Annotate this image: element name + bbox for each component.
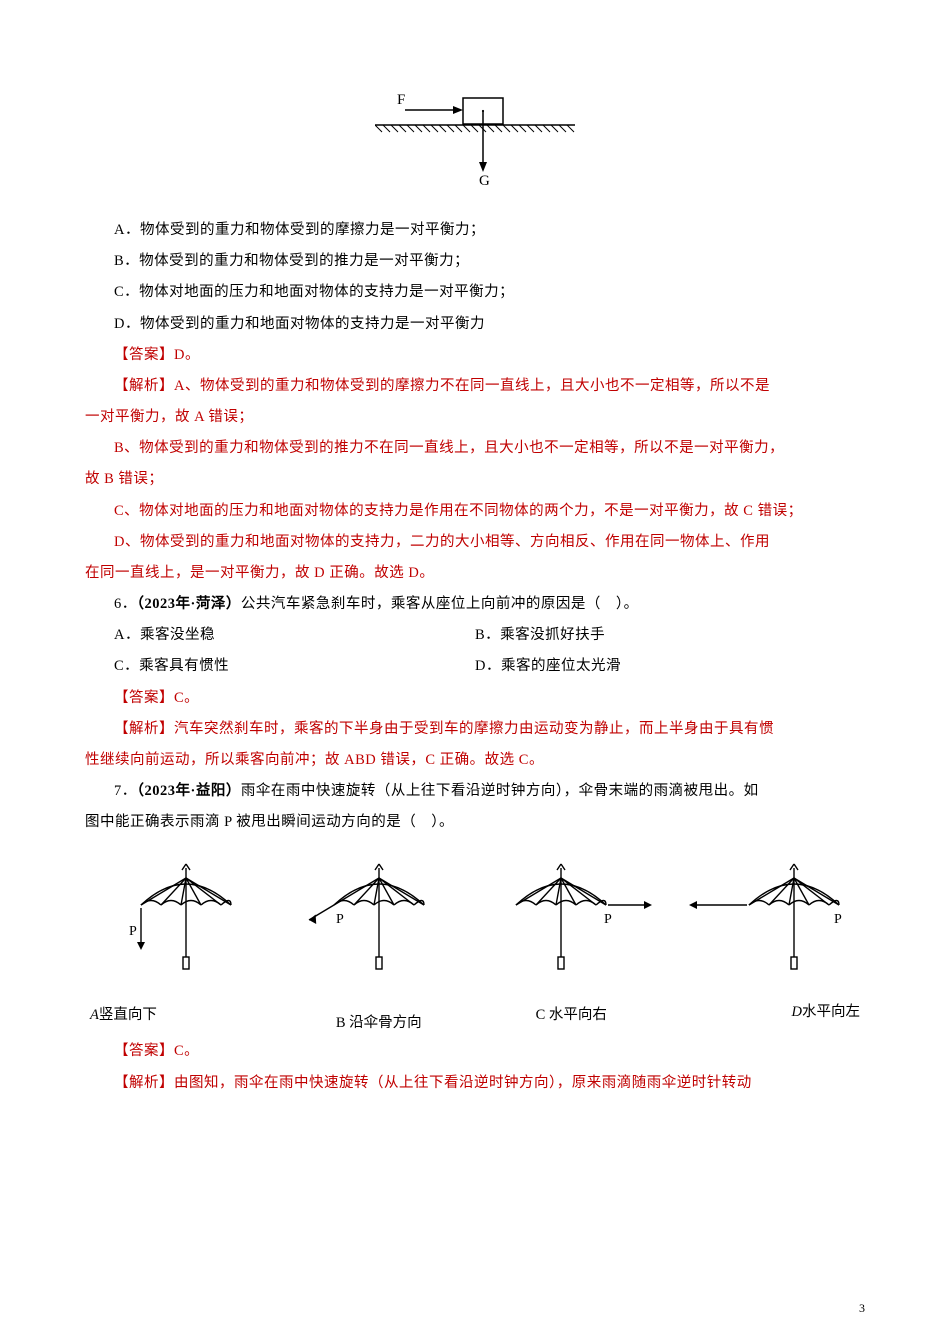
q7-stem-line2: 图中能正确表示雨滴 P 被甩出瞬间运动方向的是（ ）。 xyxy=(85,807,865,838)
q5-option-a: A．物体受到的重力和物体受到的摩擦力是一对平衡力； xyxy=(85,215,865,246)
ground-hatch xyxy=(375,125,574,132)
q5-exp-d: D、物体受到的重力和地面对物体的支持力，二力的大小相等、方向相反、作用在同一物体… xyxy=(85,527,865,558)
q5-exp-b-cont: 故 B 错误； xyxy=(85,464,865,495)
q6-stem: 公共汽车紧急刹车时，乘客从座位上向前冲的原因是（ ）。 xyxy=(241,596,639,612)
p-label-c: P xyxy=(604,912,612,927)
q7-stem1: 雨伞在雨中快速旋转（从上往下看沿逆时钟方向），伞骨末端的雨滴被甩出。如 xyxy=(241,783,759,799)
umbrella-c: P xyxy=(475,860,668,995)
q6-num: 6． xyxy=(114,596,137,612)
q7-answer: 【答案】C。 xyxy=(85,1036,865,1067)
force-diagram: F G xyxy=(85,90,865,185)
label-f: F xyxy=(397,92,405,108)
q7-exp: 【解析】由图知，雨伞在雨中快速旋转（从上往下看沿逆时钟方向），原来雨滴随雨伞逆时… xyxy=(85,1068,865,1099)
q6-opts-row2: C．乘客具有惯性 D．乘客的座位太光滑 xyxy=(85,651,865,682)
q5-answer: 【答案】D。 xyxy=(85,340,865,371)
label-g: G xyxy=(479,173,490,185)
q6-answer: 【答案】C。 xyxy=(85,683,865,714)
q5-option-c: C．物体对地面的压力和地面对物体的支持力是一对平衡力； xyxy=(85,277,865,308)
umb-captions: A竖直向下 B 沿伞骨方向 C 水平向右 D水平向左 xyxy=(85,1003,865,1024)
q6-opts-row1: A．乘客没坐稳 B．乘客没抓好扶手 xyxy=(85,620,865,651)
force-f-arrow xyxy=(453,106,463,114)
caption-d: D水平向左 xyxy=(668,1000,861,1021)
q7-stem-line1: 7．（2023年·益阳）雨伞在雨中快速旋转（从上往下看沿逆时钟方向），伞骨末端的… xyxy=(85,776,865,807)
umbrella-c-svg: P xyxy=(486,860,656,990)
umbrella-row: P P xyxy=(85,860,865,995)
q6-exp-cont: 性继续向前运动，所以乘客向前冲；故 ABD 错误，C 正确。故选 C。 xyxy=(85,745,865,776)
umbrella-b: P xyxy=(283,860,476,995)
q6-stem-line: 6．（2023年·菏泽）公共汽车紧急刹车时，乘客从座位上向前冲的原因是（ ）。 xyxy=(85,589,865,620)
q5-option-b: B．物体受到的重力和物体受到的推力是一对平衡力； xyxy=(85,246,865,277)
exp-lead: 【解析】 xyxy=(114,378,174,394)
p-label-b: P xyxy=(336,912,344,927)
page: F G A．物体受到的重力和物体受到的摩擦力是一对平衡力； B．物体受到的 xyxy=(0,0,950,1344)
caption-b: B 沿伞骨方向 xyxy=(283,1011,476,1032)
force-g-arrow xyxy=(479,162,487,172)
p-label-d: P xyxy=(834,912,842,927)
umbrella-a: P xyxy=(90,860,283,995)
q6-option-a: A．乘客没坐稳 xyxy=(85,620,475,651)
q6-exp: 【解析】汽车突然刹车时，乘客的下半身由于受到车的摩擦力由运动变为静止，而上半身由… xyxy=(85,714,865,745)
caption-a: A竖直向下 xyxy=(90,1003,283,1024)
q6-option-c: C．乘客具有惯性 xyxy=(85,651,475,682)
umbrella-d-svg: P xyxy=(679,860,849,990)
q5-option-d: D．物体受到的重力和地面对物体的支持力是一对平衡力 xyxy=(85,309,865,340)
force-diagram-svg: F G xyxy=(375,90,575,185)
umbrella-a-svg: P xyxy=(111,860,261,990)
page-number: 3 xyxy=(859,1301,865,1316)
q6-option-b: B．乘客没抓好扶手 xyxy=(475,620,865,651)
q7-exp-lead: 【解析】 xyxy=(114,1075,174,1091)
q7-num: 7． xyxy=(114,783,137,799)
q5-exp-a-cont: 一对平衡力，故 A 错误； xyxy=(85,402,865,433)
exp-a-text: A、物体受到的重力和物体受到的摩擦力不在同一直线上，且大小也不一定相等，所以不是 xyxy=(174,378,770,394)
q7-year: （2023年·益阳） xyxy=(137,783,241,799)
q6-year: （2023年·菏泽） xyxy=(137,596,241,612)
q5-exp-c: C、物体对地面的压力和地面对物体的支持力是作用在不同物体的两个力，不是一对平衡力… xyxy=(85,496,865,527)
caption-c: C 水平向右 xyxy=(475,1003,668,1024)
umbrella-b-svg: P xyxy=(304,860,454,990)
umbrella-d: P xyxy=(668,860,861,995)
q6-exp-lead: 【解析】 xyxy=(114,721,174,737)
q5-exp-b: B、物体受到的重力和物体受到的推力不在同一直线上，且大小也不一定相等，所以不是一… xyxy=(85,433,865,464)
q7-exp-text: 由图知，雨伞在雨中快速旋转（从上往下看沿逆时钟方向），原来雨滴随雨伞逆时针转动 xyxy=(174,1075,752,1091)
q5-exp-a: 【解析】A、物体受到的重力和物体受到的摩擦力不在同一直线上，且大小也不一定相等，… xyxy=(85,371,865,402)
q6-exp-text: 汽车突然刹车时，乘客的下半身由于受到车的摩擦力由运动变为静止，而上半身由于具有惯 xyxy=(174,721,774,737)
q5-exp-d-cont: 在同一直线上，是一对平衡力，故 D 正确。故选 D。 xyxy=(85,558,865,589)
q6-option-d: D．乘客的座位太光滑 xyxy=(475,651,865,682)
p-label-a: P xyxy=(129,924,137,939)
